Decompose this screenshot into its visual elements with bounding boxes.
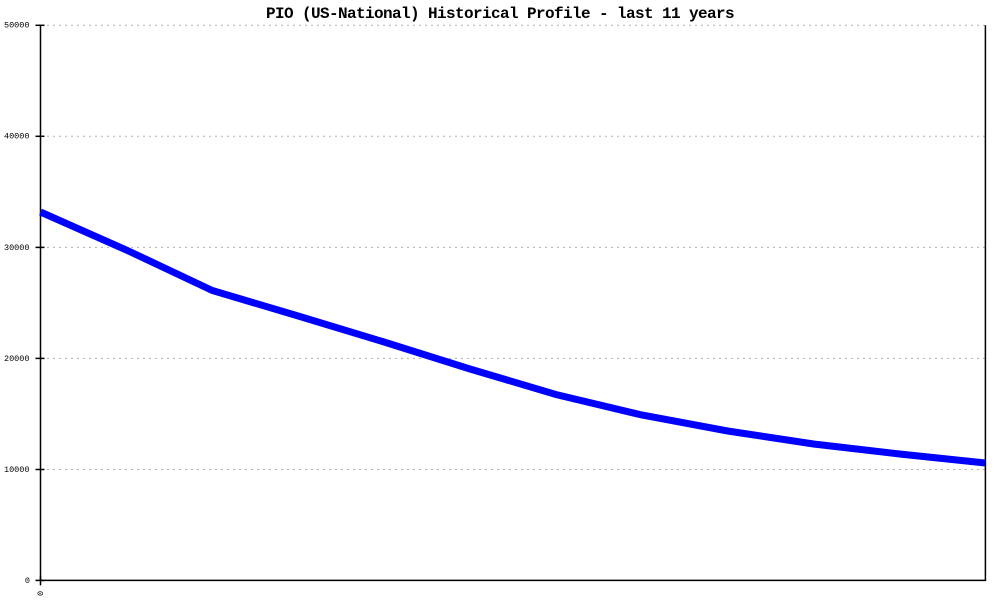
svg-text:PIO (US-National) Historical P: PIO (US-National) Historical Profile - l… (266, 5, 734, 23)
svg-text:0: 0 (36, 591, 46, 596)
svg-text:0: 0 (25, 576, 30, 586)
svg-text:20000: 20000 (4, 354, 30, 364)
svg-text:30000: 30000 (4, 243, 30, 253)
svg-text:40000: 40000 (4, 132, 30, 142)
svg-text:10000: 10000 (4, 465, 30, 475)
svg-text:50000: 50000 (4, 21, 30, 31)
